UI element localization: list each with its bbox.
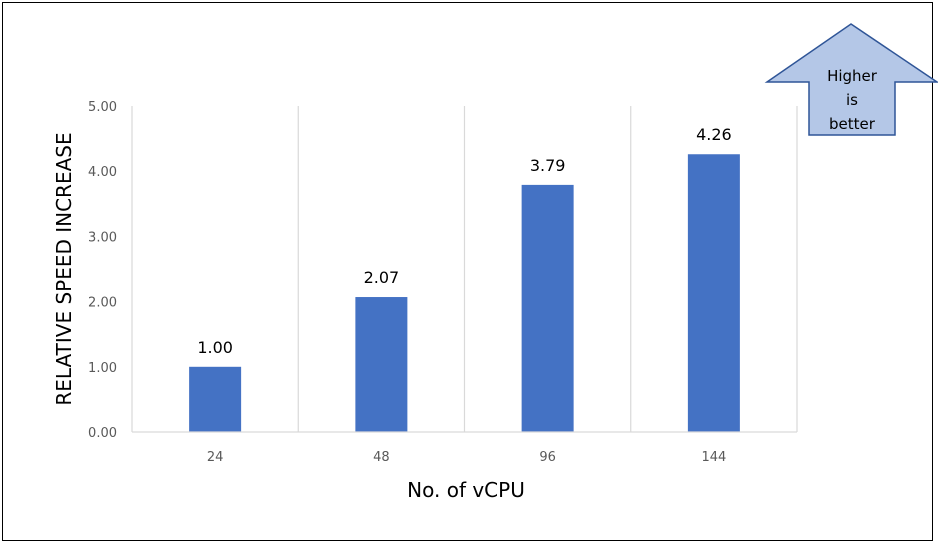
y-tick-label: 2.00 — [88, 296, 117, 311]
higher-is-better-arrow: Higher is better — [764, 23, 938, 136]
data-label: 1.00 — [197, 338, 233, 357]
data-labels: 1.00 2.07 3.79 4.26 — [197, 125, 731, 357]
data-label: 2.07 — [364, 268, 400, 287]
chart-frame — [2, 2, 933, 541]
y-axis-title: RELATIVE SPEED INCREASE — [52, 132, 76, 405]
x-axis-title: No. of vCPU — [407, 478, 525, 502]
y-tick-labels: 0.00 1.00 2.00 3.00 4.00 5.00 — [88, 100, 117, 441]
data-label: 3.79 — [530, 156, 566, 175]
up-arrow-icon — [764, 23, 938, 136]
y-tick-label: 0.00 — [88, 426, 117, 441]
y-tick-label: 1.00 — [88, 361, 117, 376]
gridlines — [131, 106, 798, 432]
bar-48 — [355, 297, 408, 432]
y-tick-label: 5.00 — [88, 100, 117, 115]
x-tick-label: 144 — [701, 450, 726, 465]
arrow-text-line-3: better — [829, 115, 876, 133]
bar-144 — [687, 154, 740, 433]
x-tick-label: 48 — [373, 450, 390, 465]
arrow-text-line-1: Higher — [827, 67, 878, 85]
data-label: 4.26 — [696, 125, 732, 144]
x-tick-label: 96 — [539, 450, 556, 465]
x-tick-labels: 24 48 96 144 — [207, 450, 726, 465]
bar-24 — [189, 366, 242, 432]
y-tick-label: 4.00 — [88, 165, 117, 180]
bar-96 — [521, 184, 574, 432]
x-tick-label: 24 — [207, 450, 224, 465]
bars — [189, 154, 740, 433]
arrow-text-line-2: is — [846, 91, 858, 109]
y-tick-label: 3.00 — [88, 230, 117, 245]
